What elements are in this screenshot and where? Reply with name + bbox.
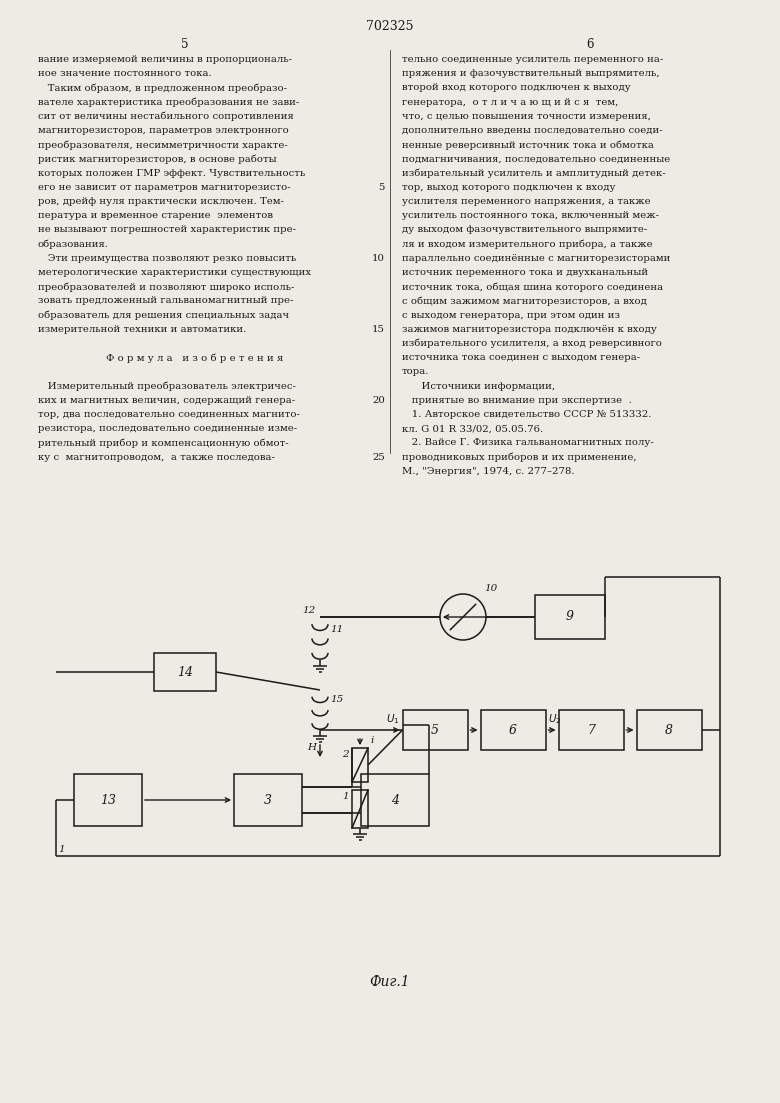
Text: 11: 11 bbox=[330, 625, 343, 634]
Bar bbox=[636, 710, 701, 750]
Text: кл. G 01 R 33/02, 05.05.76.: кл. G 01 R 33/02, 05.05.76. bbox=[402, 425, 543, 433]
Text: 15: 15 bbox=[372, 324, 385, 334]
Bar bbox=[402, 710, 467, 750]
Bar bbox=[535, 595, 605, 639]
Bar bbox=[154, 653, 216, 690]
Text: 6: 6 bbox=[587, 38, 594, 51]
Text: 1: 1 bbox=[58, 845, 65, 854]
Text: пература и временное старение  элементов: пература и временное старение элементов bbox=[38, 211, 273, 221]
Text: параллельно соединённые с магниторезисторами: параллельно соединённые с магниторезисто… bbox=[402, 254, 670, 263]
Text: 702325: 702325 bbox=[367, 20, 413, 33]
Text: метерологические характеристики существующих: метерологические характеристики существу… bbox=[38, 268, 311, 277]
Text: 6: 6 bbox=[509, 724, 517, 737]
Text: $U_1$: $U_1$ bbox=[386, 713, 399, 726]
Bar bbox=[352, 790, 368, 828]
Text: Эти преимущества позволяют резко повысить: Эти преимущества позволяют резко повысит… bbox=[38, 254, 296, 263]
Text: источник тока, общая шина которого соединена: источник тока, общая шина которого соеди… bbox=[402, 282, 663, 291]
Text: измерительной техники и автоматики.: измерительной техники и автоматики. bbox=[38, 324, 246, 334]
Text: Измерительный преобразователь электричес-: Измерительный преобразователь электричес… bbox=[38, 382, 296, 392]
Bar bbox=[74, 774, 142, 826]
Text: проводниковых приборов и их применение,: проводниковых приборов и их применение, bbox=[402, 452, 636, 462]
Text: не вызывают погрешностей характеристик пре-: не вызывают погрешностей характеристик п… bbox=[38, 225, 296, 235]
Text: Фиг.1: Фиг.1 bbox=[370, 975, 410, 989]
Text: магниторезисторов, параметров электронного: магниторезисторов, параметров электронно… bbox=[38, 126, 289, 135]
Bar bbox=[234, 774, 302, 826]
Text: вателе характеристика преобразования не зави-: вателе характеристика преобразования не … bbox=[38, 97, 300, 107]
Text: тор, выход которого подключен к входу: тор, выход которого подключен к входу bbox=[402, 183, 615, 192]
Text: Ф о р м у л а   и з о б р е т е н и я: Ф о р м у л а и з о б р е т е н и я bbox=[106, 353, 284, 363]
Text: резистора, последовательно соединенные изме-: резистора, последовательно соединенные и… bbox=[38, 425, 297, 433]
Text: М., "Энергия", 1974, с. 277–278.: М., "Энергия", 1974, с. 277–278. bbox=[402, 467, 575, 475]
Text: которых положен ГМР эффект. Чувствительность: которых положен ГМР эффект. Чувствительн… bbox=[38, 169, 305, 178]
Text: 15: 15 bbox=[330, 695, 343, 704]
Text: образования.: образования. bbox=[38, 239, 109, 249]
Bar bbox=[480, 710, 545, 750]
Text: источника тока соединен с выходом генера-: источника тока соединен с выходом генера… bbox=[402, 353, 640, 362]
Text: усилителя переменного напряжения, а также: усилителя переменного напряжения, а такж… bbox=[402, 197, 651, 206]
Text: i: i bbox=[370, 736, 374, 745]
Text: ненные реверсивный источник тока и обмотка: ненные реверсивный источник тока и обмот… bbox=[402, 140, 654, 150]
Text: что, с целью повышения точности измерения,: что, с целью повышения точности измерени… bbox=[402, 111, 651, 121]
Text: 3: 3 bbox=[264, 793, 272, 806]
Text: тор, два последовательно соединенных магнито-: тор, два последовательно соединенных маг… bbox=[38, 410, 300, 419]
Text: 7: 7 bbox=[587, 724, 595, 737]
Text: ку с  магнитопроводом,  а также последова-: ку с магнитопроводом, а также последова- bbox=[38, 452, 275, 461]
Text: его не зависит от параметров магниторезисто-: его не зависит от параметров магниторези… bbox=[38, 183, 291, 192]
Text: 4: 4 bbox=[391, 793, 399, 806]
Bar bbox=[361, 774, 429, 826]
Text: с общим зажимом магниторезисторов, а вход: с общим зажимом магниторезисторов, а вхо… bbox=[402, 297, 647, 306]
Text: тора.: тора. bbox=[402, 367, 430, 376]
Text: Источники информации,: Источники информации, bbox=[402, 382, 555, 390]
Text: дополнительно введены последовательно соеди-: дополнительно введены последовательно со… bbox=[402, 126, 663, 135]
Text: преобразователей и позволяют широко исполь-: преобразователей и позволяют широко испо… bbox=[38, 282, 294, 291]
Text: H: H bbox=[307, 743, 316, 752]
Text: 1. Авторское свидетельство СССР № 513332.: 1. Авторское свидетельство СССР № 513332… bbox=[402, 410, 651, 419]
Bar bbox=[558, 710, 623, 750]
Text: избирательный усилитель и амплитудный детек-: избирательный усилитель и амплитудный де… bbox=[402, 169, 665, 178]
Text: 10: 10 bbox=[484, 583, 498, 593]
Text: Таким образом, в предложенном преобразо-: Таким образом, в предложенном преобразо- bbox=[38, 84, 287, 93]
Text: ное значение постоянного тока.: ное значение постоянного тока. bbox=[38, 69, 211, 78]
Text: 25: 25 bbox=[372, 452, 385, 461]
Text: подмагничивания, последовательно соединенные: подмагничивания, последовательно соедине… bbox=[402, 154, 670, 163]
Text: зажимов магниторезистора подключён к входу: зажимов магниторезистора подключён к вхо… bbox=[402, 324, 657, 334]
Text: тельно соединенные усилитель переменного на-: тельно соединенные усилитель переменного… bbox=[402, 55, 663, 64]
Text: рительный прибор и компенсационную обмот-: рительный прибор и компенсационную обмот… bbox=[38, 438, 289, 448]
Text: 5: 5 bbox=[181, 38, 189, 51]
Bar bbox=[352, 748, 368, 782]
Text: сит от величины нестабильного сопротивления: сит от величины нестабильного сопротивле… bbox=[38, 111, 294, 121]
Text: 5: 5 bbox=[378, 183, 385, 192]
Text: 2. Вайсе Г. Физика гальваномагнитных полу-: 2. Вайсе Г. Физика гальваномагнитных пол… bbox=[402, 438, 654, 448]
Text: ров, дрейф нуля практически исключен. Тем-: ров, дрейф нуля практически исключен. Те… bbox=[38, 197, 284, 206]
Text: ристик магниторезисторов, в основе работы: ристик магниторезисторов, в основе работ… bbox=[38, 154, 277, 164]
Text: пряжения и фазочувствительный выпрямитель,: пряжения и фазочувствительный выпрямител… bbox=[402, 69, 660, 78]
Text: принятые во внимание при экспертизе  .: принятые во внимание при экспертизе . bbox=[402, 396, 632, 405]
Text: второй вход которого подключен к выходу: второй вход которого подключен к выходу bbox=[402, 84, 631, 93]
Text: избирательного усилителя, а вход реверсивного: избирательного усилителя, а вход реверси… bbox=[402, 339, 662, 349]
Text: 1: 1 bbox=[342, 792, 349, 801]
Text: $U_2$: $U_2$ bbox=[548, 713, 562, 726]
Text: 10: 10 bbox=[372, 254, 385, 263]
Text: 2: 2 bbox=[342, 750, 349, 759]
Text: 8: 8 bbox=[665, 724, 673, 737]
Text: 20: 20 bbox=[372, 396, 385, 405]
Text: ду выходом фазочувствительного выпрямите-: ду выходом фазочувствительного выпрямите… bbox=[402, 225, 647, 235]
Text: источник переменного тока и двухканальный: источник переменного тока и двухканальны… bbox=[402, 268, 648, 277]
Text: преобразователя, несимметричности характе-: преобразователя, несимметричности характ… bbox=[38, 140, 288, 150]
Text: 14: 14 bbox=[177, 665, 193, 678]
Text: 5: 5 bbox=[431, 724, 439, 737]
Text: ля и входом измерительного прибора, а также: ля и входом измерительного прибора, а та… bbox=[402, 239, 653, 249]
Text: 9: 9 bbox=[566, 610, 574, 623]
Text: усилитель постоянного тока, включенный меж-: усилитель постоянного тока, включенный м… bbox=[402, 211, 659, 221]
Text: 12: 12 bbox=[303, 606, 316, 615]
Text: 13: 13 bbox=[100, 793, 116, 806]
Text: генератора,  о т л и ч а ю щ и й с я  тем,: генератора, о т л и ч а ю щ и й с я тем, bbox=[402, 97, 619, 107]
Text: зовать предложенный гальваномагнитный пре-: зовать предложенный гальваномагнитный пр… bbox=[38, 297, 293, 306]
Text: ких и магнитных величин, содержащий генера-: ких и магнитных величин, содержащий гене… bbox=[38, 396, 295, 405]
Text: с выходом генератора, при этом один из: с выходом генератора, при этом один из bbox=[402, 311, 620, 320]
Text: вание измеряемой величины в пропорциональ-: вание измеряемой величины в пропорционал… bbox=[38, 55, 292, 64]
Text: образователь для решения специальных задач: образователь для решения специальных зад… bbox=[38, 311, 289, 320]
